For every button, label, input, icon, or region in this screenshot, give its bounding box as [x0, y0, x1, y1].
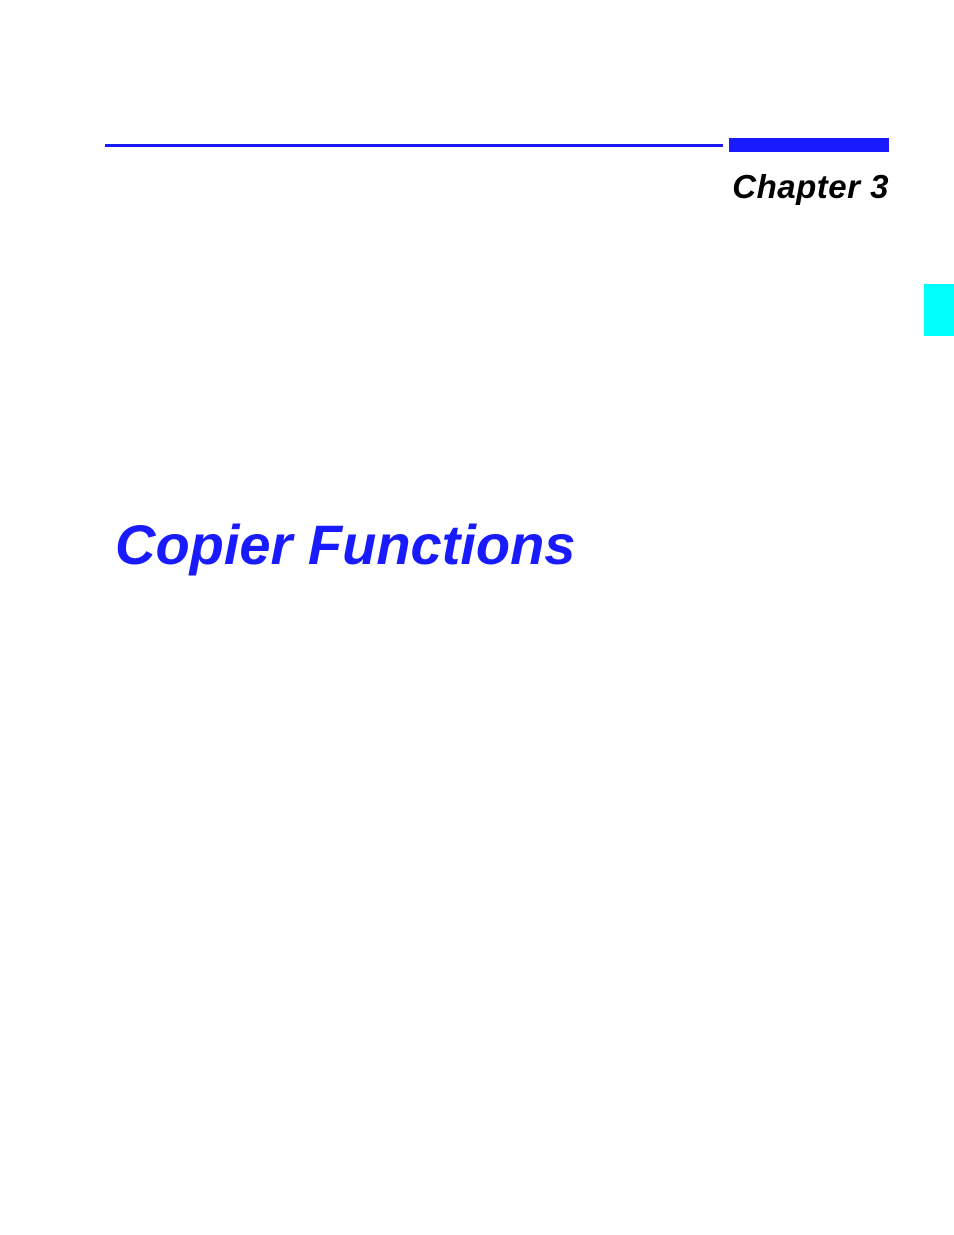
page-title: Copier Functions: [115, 512, 575, 577]
side-tab: [924, 284, 954, 336]
chapter-label: Chapter 3: [732, 168, 889, 206]
header-rule-thick: [729, 138, 889, 152]
header-rule-thin: [105, 144, 723, 147]
header-rule: [105, 138, 889, 152]
document-page: Chapter 3 Copier Functions: [0, 0, 954, 1235]
